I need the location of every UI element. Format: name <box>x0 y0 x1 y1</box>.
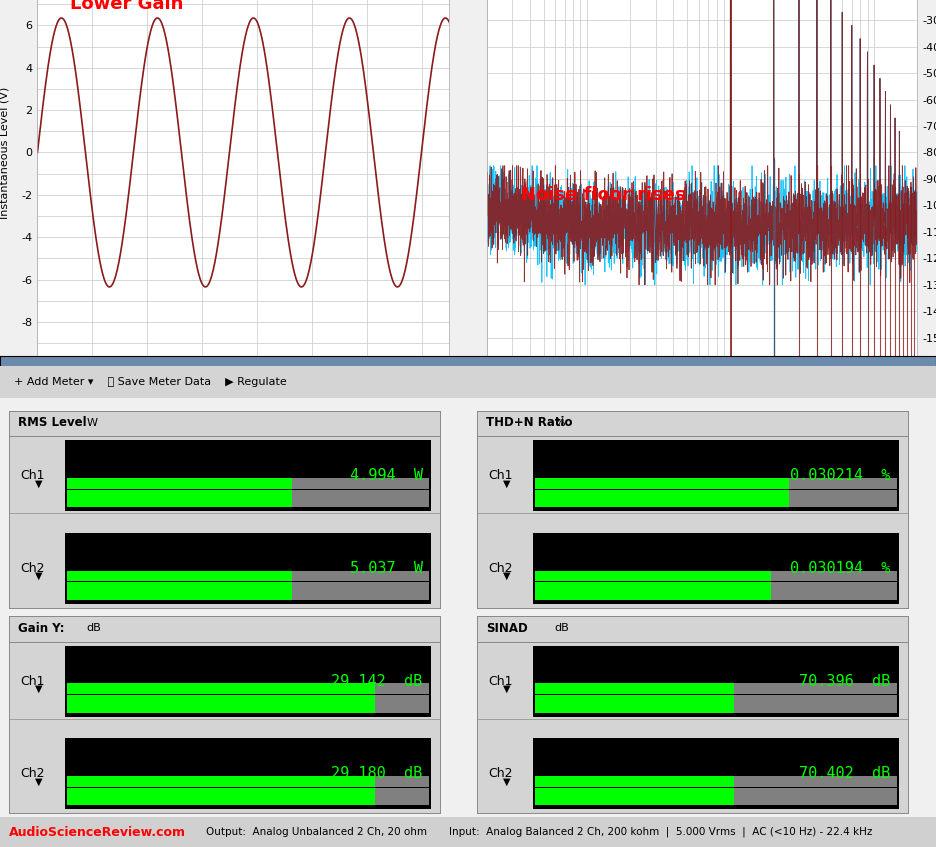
FancyBboxPatch shape <box>477 718 908 811</box>
Text: ▼: ▼ <box>36 684 43 694</box>
Text: Ch2: Ch2 <box>21 767 45 780</box>
FancyBboxPatch shape <box>534 533 899 604</box>
FancyBboxPatch shape <box>66 440 431 512</box>
FancyBboxPatch shape <box>735 788 897 805</box>
Text: THD+N Ratio: THD+N Ratio <box>486 416 573 429</box>
X-axis label: Time (s): Time (s) <box>221 385 266 395</box>
FancyBboxPatch shape <box>735 776 897 787</box>
FancyBboxPatch shape <box>770 571 897 581</box>
Text: dB: dB <box>555 623 570 633</box>
Text: ▼: ▼ <box>504 479 511 489</box>
FancyBboxPatch shape <box>66 645 431 717</box>
FancyBboxPatch shape <box>292 490 429 507</box>
Text: 29.142  dB: 29.142 dB <box>331 673 423 689</box>
FancyBboxPatch shape <box>292 571 429 581</box>
FancyBboxPatch shape <box>477 436 908 513</box>
FancyBboxPatch shape <box>67 776 375 787</box>
Text: ▼: ▼ <box>504 571 511 581</box>
FancyBboxPatch shape <box>789 490 897 507</box>
FancyBboxPatch shape <box>9 642 440 718</box>
FancyBboxPatch shape <box>375 695 430 712</box>
FancyBboxPatch shape <box>535 582 770 600</box>
Text: ...: ... <box>462 362 474 371</box>
Text: %: % <box>555 418 565 428</box>
FancyBboxPatch shape <box>292 478 429 489</box>
Text: Output:  Analog Unbalanced 2 Ch, 20 ohm: Output: Analog Unbalanced 2 Ch, 20 ohm <box>206 828 427 837</box>
FancyBboxPatch shape <box>67 478 292 489</box>
FancyBboxPatch shape <box>67 571 292 581</box>
Text: 4.994  W: 4.994 W <box>350 468 423 484</box>
Text: Ch1: Ch1 <box>21 675 45 688</box>
FancyBboxPatch shape <box>535 684 735 694</box>
FancyBboxPatch shape <box>534 739 899 809</box>
FancyBboxPatch shape <box>477 411 908 435</box>
Text: Ch2: Ch2 <box>21 562 45 575</box>
FancyBboxPatch shape <box>534 645 899 717</box>
FancyBboxPatch shape <box>67 490 292 507</box>
FancyBboxPatch shape <box>477 617 908 639</box>
FancyBboxPatch shape <box>66 739 431 809</box>
Text: + Add Meter ▾    💾 Save Meter Data    ▶ Regulate: + Add Meter ▾ 💾 Save Meter Data ▶ Regula… <box>14 377 286 387</box>
Text: Onkyo TX-RZ50 Analog In
Lower Gain: Onkyo TX-RZ50 Analog In Lower Gain <box>70 0 326 14</box>
FancyBboxPatch shape <box>534 440 899 512</box>
FancyBboxPatch shape <box>375 776 430 787</box>
Y-axis label: Instantaneous Level (V): Instantaneous Level (V) <box>0 86 9 219</box>
FancyBboxPatch shape <box>67 684 375 694</box>
Text: SINAD: SINAD <box>486 622 528 634</box>
Text: 70.396  dB: 70.396 dB <box>799 673 891 689</box>
Text: Ch1: Ch1 <box>489 469 513 482</box>
FancyBboxPatch shape <box>735 684 897 694</box>
FancyBboxPatch shape <box>292 582 429 600</box>
FancyBboxPatch shape <box>535 478 789 489</box>
FancyBboxPatch shape <box>535 490 789 507</box>
Text: W: W <box>87 418 98 428</box>
FancyBboxPatch shape <box>9 411 440 435</box>
X-axis label: Frequency (Hz): Frequency (Hz) <box>660 385 744 395</box>
FancyBboxPatch shape <box>66 533 431 604</box>
Text: Ch2: Ch2 <box>489 562 513 575</box>
Text: 0.030214  %: 0.030214 % <box>790 468 891 484</box>
Text: ▼: ▼ <box>36 777 43 787</box>
FancyBboxPatch shape <box>789 478 897 489</box>
FancyBboxPatch shape <box>9 436 440 513</box>
Text: AudioScienceReview.com: AudioScienceReview.com <box>9 826 186 839</box>
Text: RMS Level: RMS Level <box>18 416 87 429</box>
FancyBboxPatch shape <box>9 513 440 606</box>
Text: dB: dB <box>87 623 102 633</box>
FancyBboxPatch shape <box>67 788 375 805</box>
Text: ▼: ▼ <box>36 479 43 489</box>
FancyBboxPatch shape <box>67 582 292 600</box>
Text: Gain Y:: Gain Y: <box>18 622 65 634</box>
Text: Noise floor rises: Noise floor rises <box>521 186 686 204</box>
Text: 29.180  dB: 29.180 dB <box>331 767 423 781</box>
FancyBboxPatch shape <box>9 617 440 639</box>
FancyBboxPatch shape <box>375 684 430 694</box>
Text: Ch1: Ch1 <box>489 675 513 688</box>
Text: ▼: ▼ <box>504 777 511 787</box>
Text: 70.402  dB: 70.402 dB <box>799 767 891 781</box>
FancyBboxPatch shape <box>735 695 897 712</box>
FancyBboxPatch shape <box>535 571 770 581</box>
FancyBboxPatch shape <box>535 695 735 712</box>
Text: Input:  Analog Balanced 2 Ch, 200 kohm  |  5.000 Vrms  |  AC (<10 Hz) - 22.4 kHz: Input: Analog Balanced 2 Ch, 200 kohm | … <box>449 827 872 838</box>
FancyBboxPatch shape <box>67 695 375 712</box>
FancyBboxPatch shape <box>477 642 908 718</box>
Text: Ch2: Ch2 <box>489 767 513 780</box>
Text: ▼: ▼ <box>36 571 43 581</box>
FancyBboxPatch shape <box>535 788 735 805</box>
Text: 0.030194  %: 0.030194 % <box>790 561 891 576</box>
FancyBboxPatch shape <box>375 788 430 805</box>
FancyBboxPatch shape <box>535 776 735 787</box>
FancyBboxPatch shape <box>9 718 440 811</box>
FancyBboxPatch shape <box>770 582 897 600</box>
FancyBboxPatch shape <box>477 513 908 606</box>
Text: Ch1: Ch1 <box>21 469 45 482</box>
Text: ▼: ▼ <box>504 684 511 694</box>
Text: 5.037  W: 5.037 W <box>350 561 423 576</box>
